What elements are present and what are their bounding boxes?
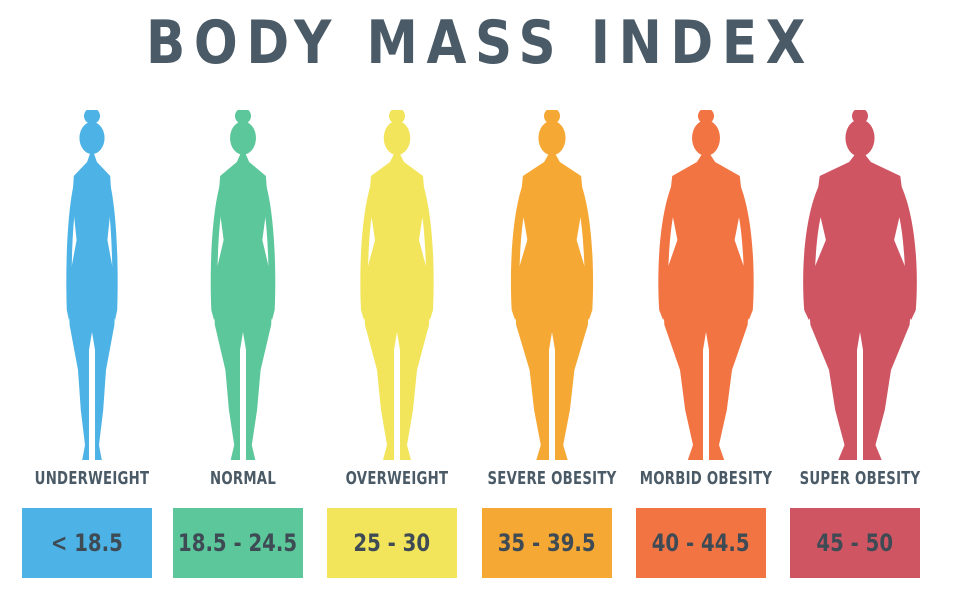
female-body-silhouette-icon (66, 108, 118, 460)
bmi-range-value: 45 - 50 (816, 529, 894, 557)
bmi-category-underweight: UNDERWEIGHT < 18.5 (17, 108, 167, 590)
bmi-category-normal: NORMAL 18.5 - 24.5 (168, 108, 318, 590)
bmi-range-value: 18.5 - 24.5 (178, 529, 298, 557)
body-silhouette-icon (322, 108, 472, 462)
female-body-silhouette-icon (360, 108, 434, 460)
bmi-range-value: 25 - 30 (353, 529, 431, 557)
category-label: SEVERE OBESITY (487, 468, 617, 489)
bmi-range-box: < 18.5 (22, 508, 152, 578)
bmi-range-box: 25 - 30 (327, 508, 457, 578)
bmi-category-severe-obesity: SEVERE OBESITY 35 - 39.5 (477, 108, 627, 590)
bmi-range-box: 18.5 - 24.5 (173, 508, 303, 578)
body-silhouette-icon (17, 108, 167, 462)
female-body-silhouette-icon (510, 108, 594, 460)
category-label: UNDERWEIGHT (34, 468, 150, 489)
category-label: OVERWEIGHT (345, 468, 449, 489)
female-body-silhouette-icon (803, 108, 917, 460)
bmi-range-value: < 18.5 (51, 529, 123, 557)
female-body-silhouette-icon (210, 108, 276, 460)
body-silhouette-icon (631, 108, 781, 462)
bmi-range-box: 45 - 50 (790, 508, 920, 578)
bmi-category-morbid-obesity: MORBID OBESITY 40 - 44.5 (631, 108, 781, 590)
bmi-range-box: 40 - 44.5 (636, 508, 766, 578)
bmi-category-super-obesity: SUPER OBESITY 45 - 50 (785, 108, 935, 590)
female-body-silhouette-icon (658, 108, 754, 460)
category-label: NORMAL (209, 468, 277, 489)
bmi-range-box: 35 - 39.5 (482, 508, 612, 578)
category-label: SUPER OBESITY (799, 468, 921, 489)
category-label: MORBID OBESITY (639, 468, 773, 489)
body-silhouette-icon (477, 108, 627, 462)
bmi-range-value: 35 - 39.5 (498, 529, 596, 557)
page-title: BODY MASS INDEX (145, 8, 815, 78)
body-silhouette-icon (168, 108, 318, 462)
bmi-category-overweight: OVERWEIGHT 25 - 30 (322, 108, 472, 590)
body-silhouette-icon (785, 108, 935, 462)
bmi-range-value: 40 - 44.5 (652, 529, 750, 557)
